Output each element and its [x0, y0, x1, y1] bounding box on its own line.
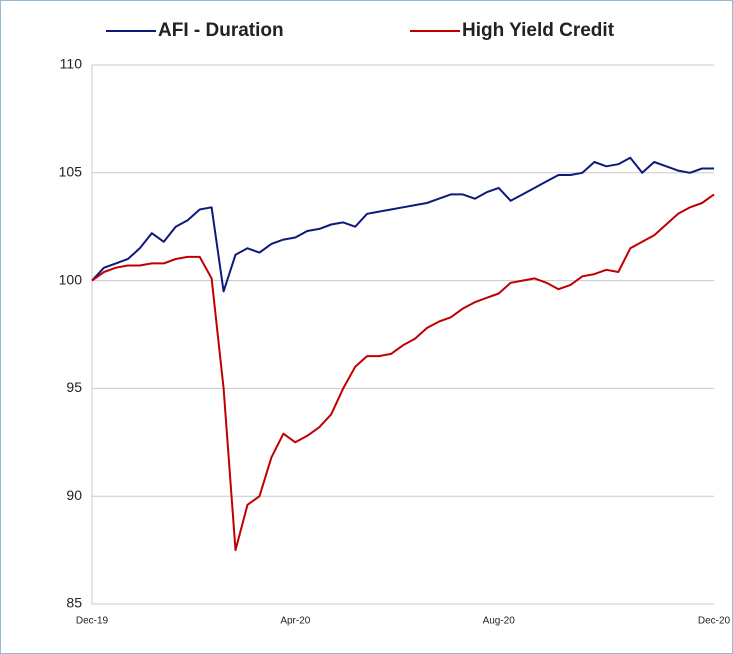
y-tick-label: 90 — [66, 487, 82, 503]
legend-label: High Yield Credit — [462, 20, 615, 41]
y-tick-label: 85 — [66, 595, 82, 611]
x-tick-label: Apr-20 — [280, 616, 310, 627]
y-tick-label: 105 — [59, 164, 83, 180]
x-tick-label: Aug-20 — [483, 616, 516, 627]
legend-label: AFI - Duration — [158, 20, 284, 41]
x-tick-label: Dec-20 — [698, 616, 731, 627]
y-tick-label: 110 — [60, 56, 83, 72]
y-tick-label: 95 — [66, 379, 82, 395]
series-line — [91, 156, 714, 293]
x-tick-label: Dec-19 — [76, 616, 109, 627]
series-line — [91, 193, 715, 552]
y-tick-label: 100 — [59, 271, 83, 287]
